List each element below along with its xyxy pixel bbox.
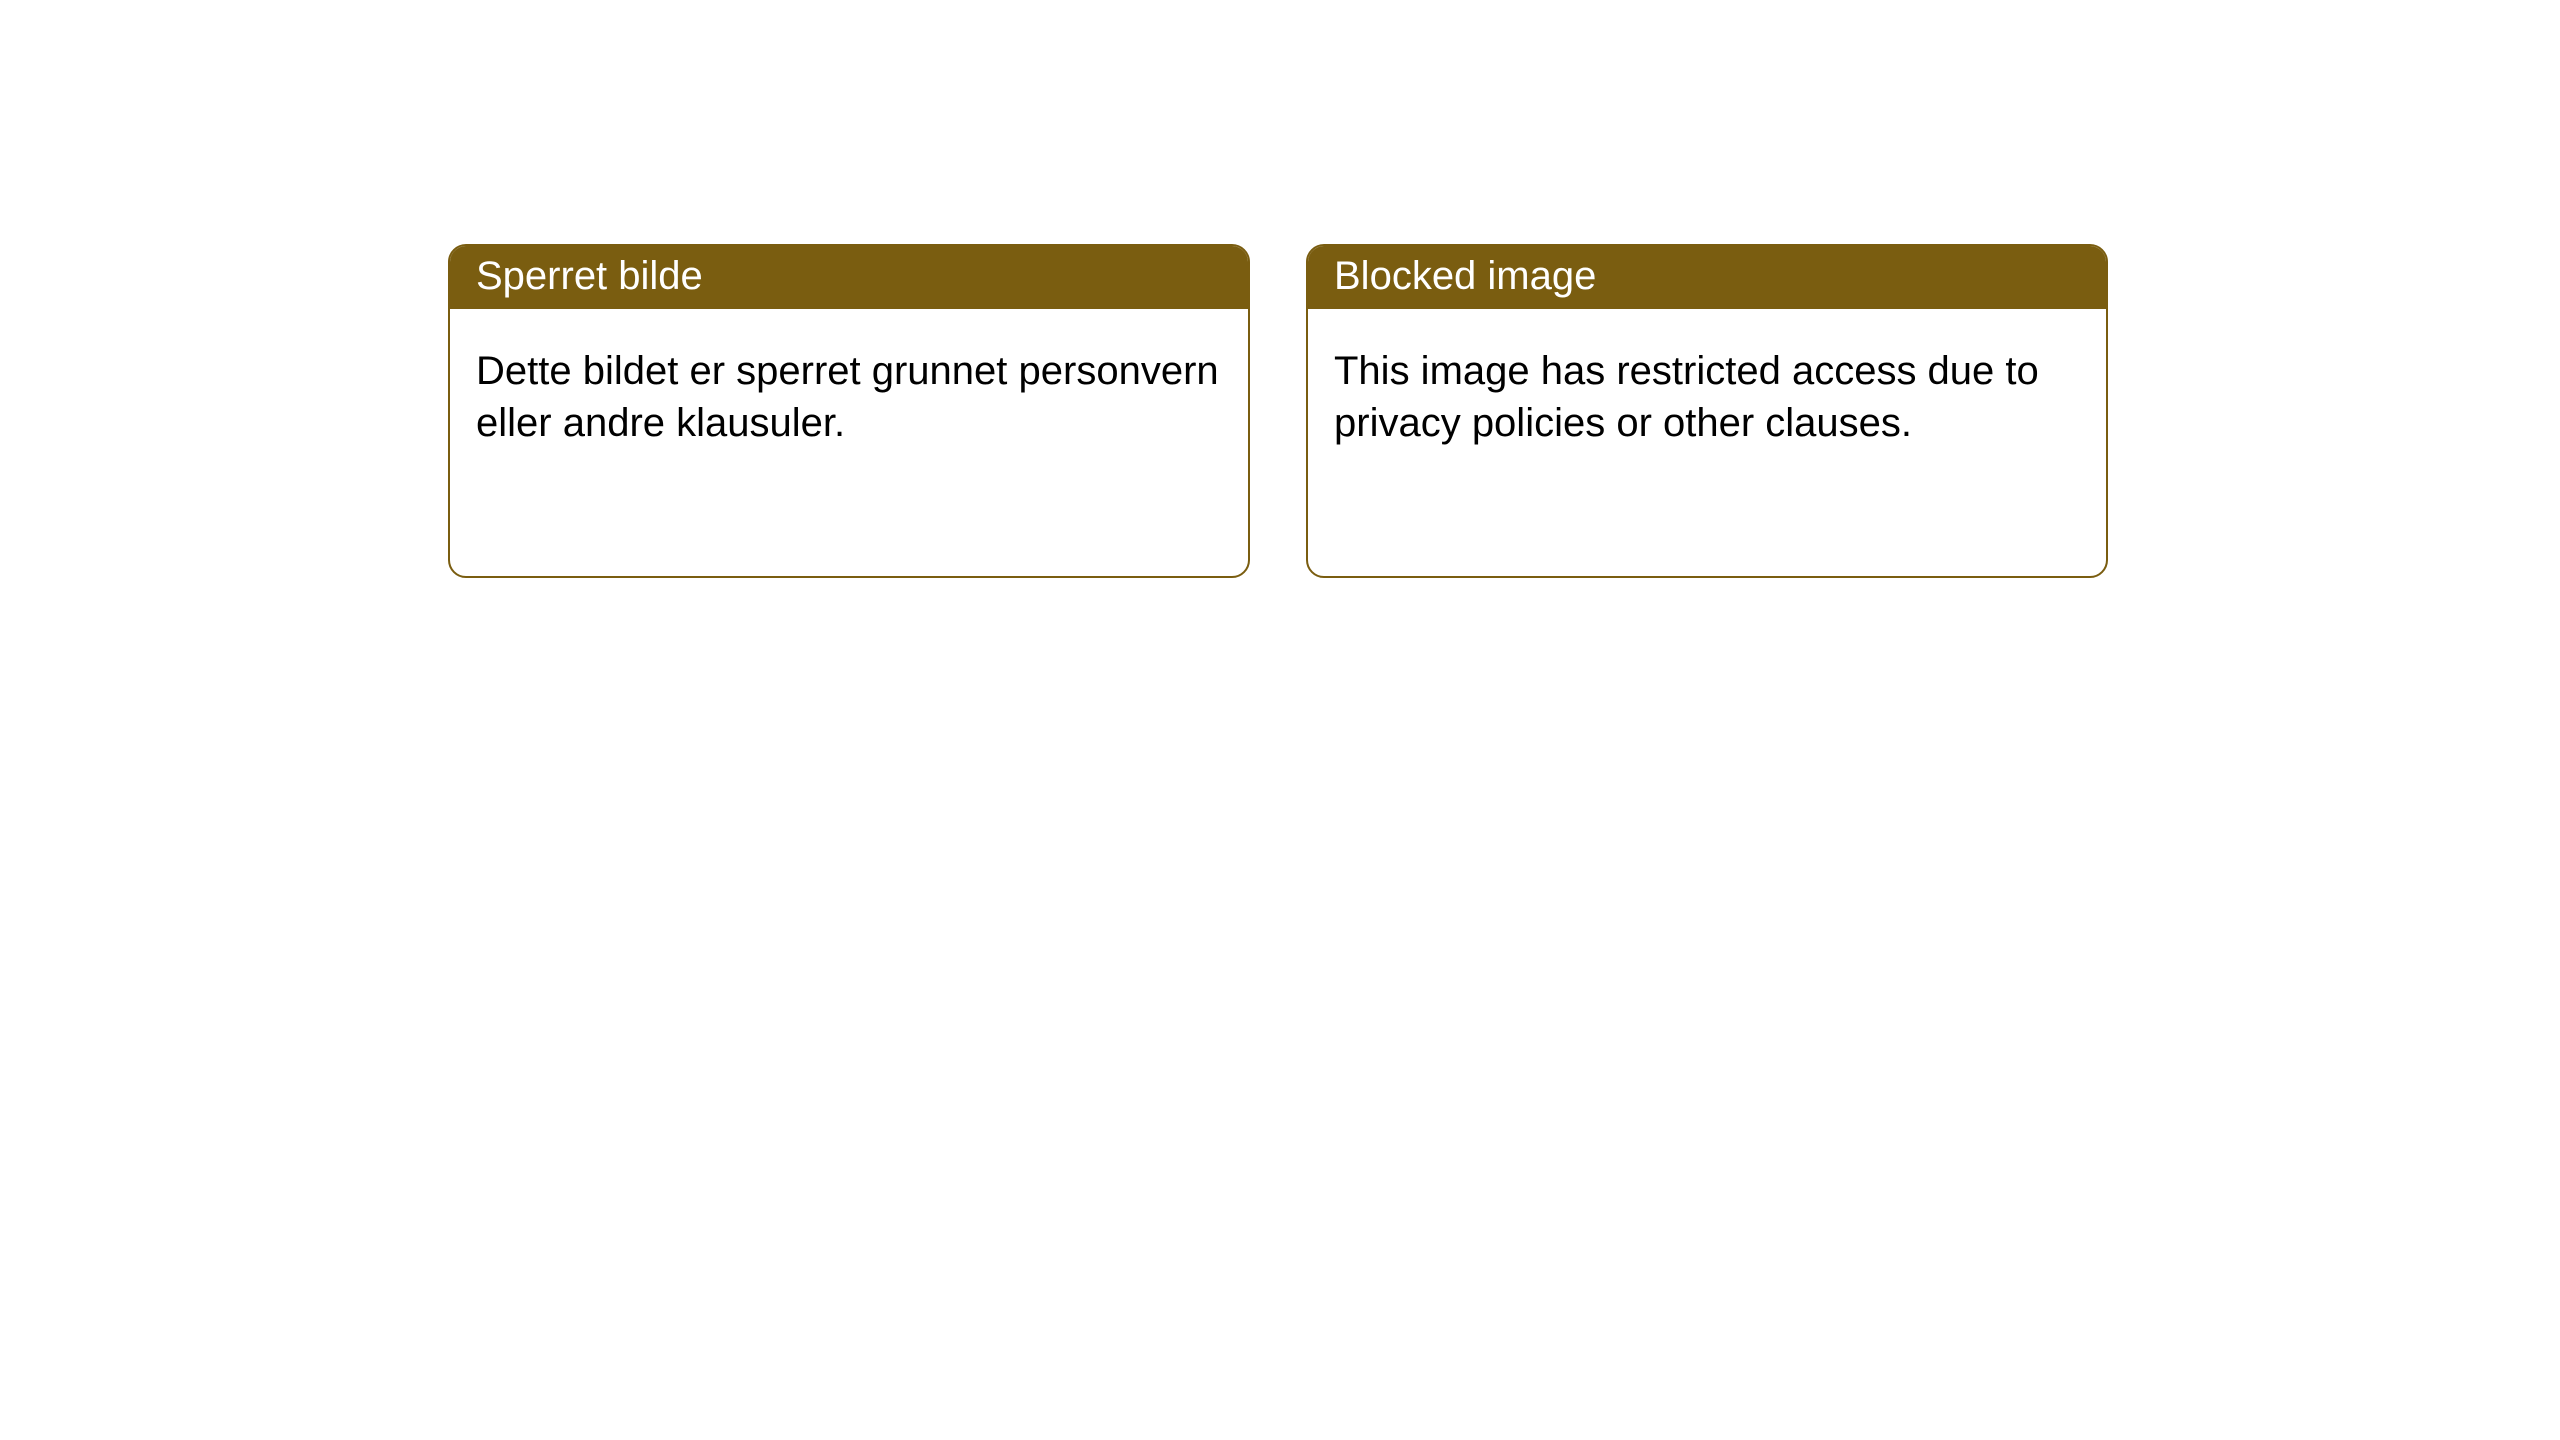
card-body-text-en: This image has restricted access due to … xyxy=(1334,349,2039,445)
card-title-en: Blocked image xyxy=(1334,254,1596,298)
card-body-no: Dette bildet er sperret grunnet personve… xyxy=(450,309,1248,485)
blocked-image-card-en: Blocked image This image has restricted … xyxy=(1306,244,2108,578)
card-body-en: This image has restricted access due to … xyxy=(1308,309,2106,485)
notice-cards-container: Sperret bilde Dette bildet er sperret gr… xyxy=(448,244,2108,578)
card-header-en: Blocked image xyxy=(1308,246,2106,309)
blocked-image-card-no: Sperret bilde Dette bildet er sperret gr… xyxy=(448,244,1250,578)
card-body-text-no: Dette bildet er sperret grunnet personve… xyxy=(476,349,1219,445)
card-title-no: Sperret bilde xyxy=(476,254,703,298)
card-header-no: Sperret bilde xyxy=(450,246,1248,309)
